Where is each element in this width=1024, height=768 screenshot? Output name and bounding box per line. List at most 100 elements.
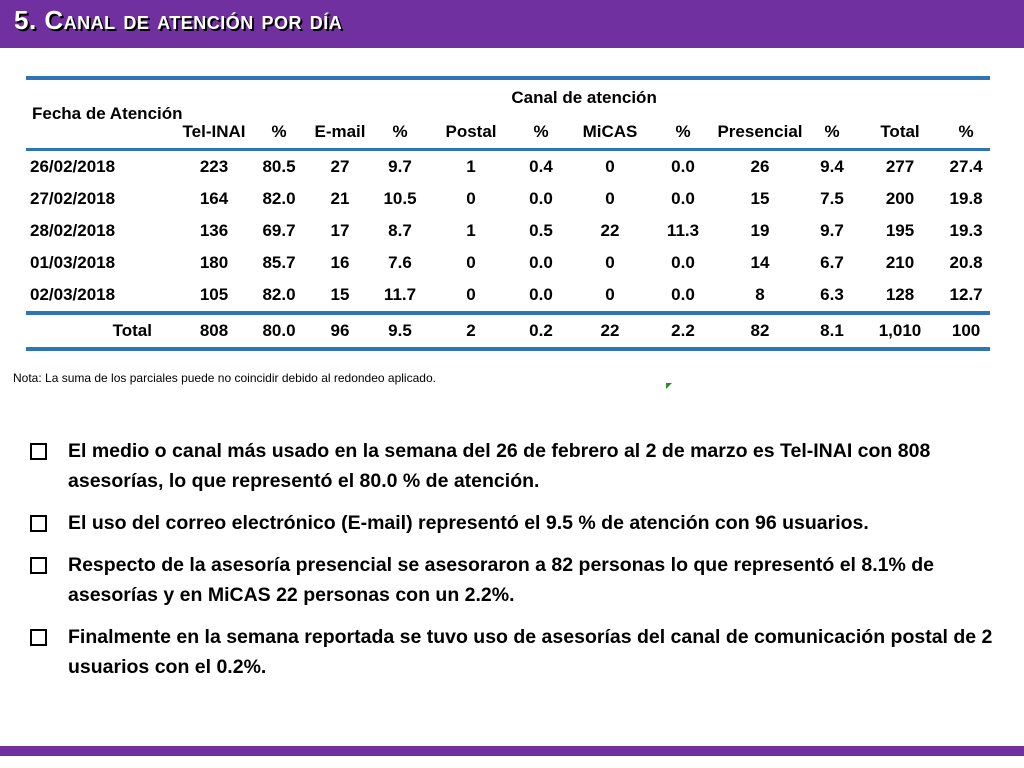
value-cell: 10.5 xyxy=(383,189,417,208)
total-value-cell: 1,010 xyxy=(878,321,922,340)
value-cell: 210 xyxy=(885,253,915,272)
bullet-item: El uso del correo electrónico (E-mail) r… xyxy=(30,508,1010,538)
value-cell: 16 xyxy=(330,253,350,272)
column-header: % xyxy=(824,122,840,141)
column-header: % xyxy=(533,122,549,141)
column-header: Total xyxy=(880,122,920,141)
value-cell: 0 xyxy=(605,189,615,208)
table-row: 02/03/2018 105 82.0 15 11.7 0 0.0 0 0.0 8 6.3 128 12… xyxy=(26,279,990,313)
total-value-cell: 2 xyxy=(466,321,476,340)
value-cell: 9.7 xyxy=(388,157,412,176)
total-value-cell: 82 xyxy=(750,321,770,340)
value-cell: 15 xyxy=(750,189,770,208)
bullet-text: Finalmente en la semana reportada se tuv… xyxy=(68,626,993,678)
column-header: % xyxy=(392,122,408,141)
value-cell: 6.7 xyxy=(820,253,844,272)
bullet-text: Respecto de la asesoría presencial se as… xyxy=(68,554,934,606)
value-cell: 0 xyxy=(605,253,615,272)
value-cell: 0.0 xyxy=(529,285,553,304)
date-column-header: Fecha de Atención xyxy=(26,78,183,151)
bottom-bar xyxy=(0,746,1024,756)
bullet-item: Respecto de la asesoría presencial se as… xyxy=(30,550,1010,610)
value-cell: 0.0 xyxy=(671,189,695,208)
bullet-list: El medio o canal más usado en la semana … xyxy=(30,436,1010,694)
value-cell: 21 xyxy=(330,189,350,208)
value-cell: 164 xyxy=(199,189,229,208)
column-header: Presencial xyxy=(717,122,803,141)
value-cell: 8 xyxy=(755,285,765,304)
value-cell: 9.7 xyxy=(820,221,844,240)
total-value-cell: 9.5 xyxy=(388,321,412,340)
column-header: % xyxy=(958,122,974,141)
date-cell: 27/02/2018 xyxy=(30,189,116,208)
column-header: E-mail xyxy=(314,122,366,141)
value-cell: 85.7 xyxy=(262,253,296,272)
title-bar: 5. Canal de atención por día xyxy=(0,0,1024,48)
value-cell: 6.3 xyxy=(820,285,844,304)
value-cell: 20.8 xyxy=(949,253,983,272)
value-cell: 17 xyxy=(330,221,350,240)
value-cell: 0.5 xyxy=(529,221,553,240)
total-value-cell: 80.0 xyxy=(262,321,296,340)
total-value-cell: 808 xyxy=(199,321,229,340)
checkbox-square-icon xyxy=(30,443,47,460)
value-cell: 7.5 xyxy=(820,189,844,208)
table-column-header-row: Tel-INAI% E-mail% Postal% MiCAS% Presencial%… xyxy=(26,116,991,150)
checkbox-square-icon xyxy=(30,629,47,646)
value-cell: 9.4 xyxy=(820,157,844,176)
value-cell: 80.5 xyxy=(262,157,296,176)
date-cell: 01/03/2018 xyxy=(30,253,116,272)
total-value-cell: 8.1 xyxy=(820,321,844,340)
table-row: 26/02/2018 223 80.5 27 9.7 1 0.4 0 0.0 26 9.4 277 27… xyxy=(26,150,990,184)
checkbox-square-icon xyxy=(30,515,47,532)
value-cell: 180 xyxy=(199,253,229,272)
value-cell: 26 xyxy=(750,157,770,176)
table-footnote: Nota: La suma de los parciales puede no … xyxy=(13,371,436,385)
value-cell: 277 xyxy=(885,157,915,176)
value-cell: 0.0 xyxy=(529,253,553,272)
value-cell: 0.0 xyxy=(529,189,553,208)
column-header: % xyxy=(675,122,691,141)
value-cell: 11.3 xyxy=(666,221,700,240)
total-value-cell: 0.2 xyxy=(529,321,553,340)
value-cell: 0 xyxy=(466,285,476,304)
value-cell: 200 xyxy=(885,189,915,208)
total-value-cell: 100 xyxy=(951,321,981,340)
slide-title: 5. Canal de atención por día xyxy=(14,5,343,35)
total-value-cell: 2.2 xyxy=(671,321,695,340)
column-header: MiCAS xyxy=(582,122,638,141)
date-cell: 28/02/2018 xyxy=(30,221,116,240)
column-header: Tel-INAI xyxy=(182,122,246,141)
bullet-text: El medio o canal más usado en la semana … xyxy=(68,440,931,492)
value-cell: 0 xyxy=(466,253,476,272)
value-cell: 0.0 xyxy=(671,253,695,272)
bullet-text: El uso del correo electrónico (E-mail) r… xyxy=(68,512,869,534)
value-cell: 0 xyxy=(605,285,615,304)
value-cell: 22 xyxy=(600,221,620,240)
value-cell: 195 xyxy=(885,221,915,240)
value-cell: 27 xyxy=(330,157,350,176)
value-cell: 14 xyxy=(750,253,770,272)
value-cell: 0 xyxy=(466,189,476,208)
channel-table-container: Fecha de Atención Canal de atención Tel-… xyxy=(26,76,991,389)
date-cell: 02/03/2018 xyxy=(30,285,116,304)
value-cell: 27.4 xyxy=(949,157,983,176)
column-header: % xyxy=(271,122,287,141)
value-cell: 82.0 xyxy=(262,285,296,304)
total-value-cell: 22 xyxy=(600,321,620,340)
table-group-header-row: Fecha de Atención Canal de atención xyxy=(26,78,991,151)
bullet-item: El medio o canal más usado en la semana … xyxy=(30,436,1010,496)
value-cell: 7.6 xyxy=(388,253,412,272)
value-cell: 12.7 xyxy=(949,285,983,304)
value-cell: 136 xyxy=(199,221,229,240)
table-row: 01/03/2018 180 85.7 16 7.6 0 0.0 0 0.0 14 6.7 210 20… xyxy=(26,247,990,279)
total-value-cell: 96 xyxy=(330,321,350,340)
table-body: 26/02/2018 223 80.5 27 9.7 1 0.4 0 0.0 26 9.4 277 27… xyxy=(26,150,991,349)
value-cell: 1 xyxy=(466,157,476,176)
column-header: Postal xyxy=(445,122,497,141)
channel-table: Fecha de Atención Canal de atención Tel-… xyxy=(26,76,991,351)
value-cell: 0 xyxy=(605,157,615,176)
table-row: 27/02/2018 164 82.0 21 10.5 0 0.0 0 0.0 15 7.5 200 1… xyxy=(26,183,990,215)
bullet-item: Finalmente en la semana reportada se tuv… xyxy=(30,622,1010,682)
